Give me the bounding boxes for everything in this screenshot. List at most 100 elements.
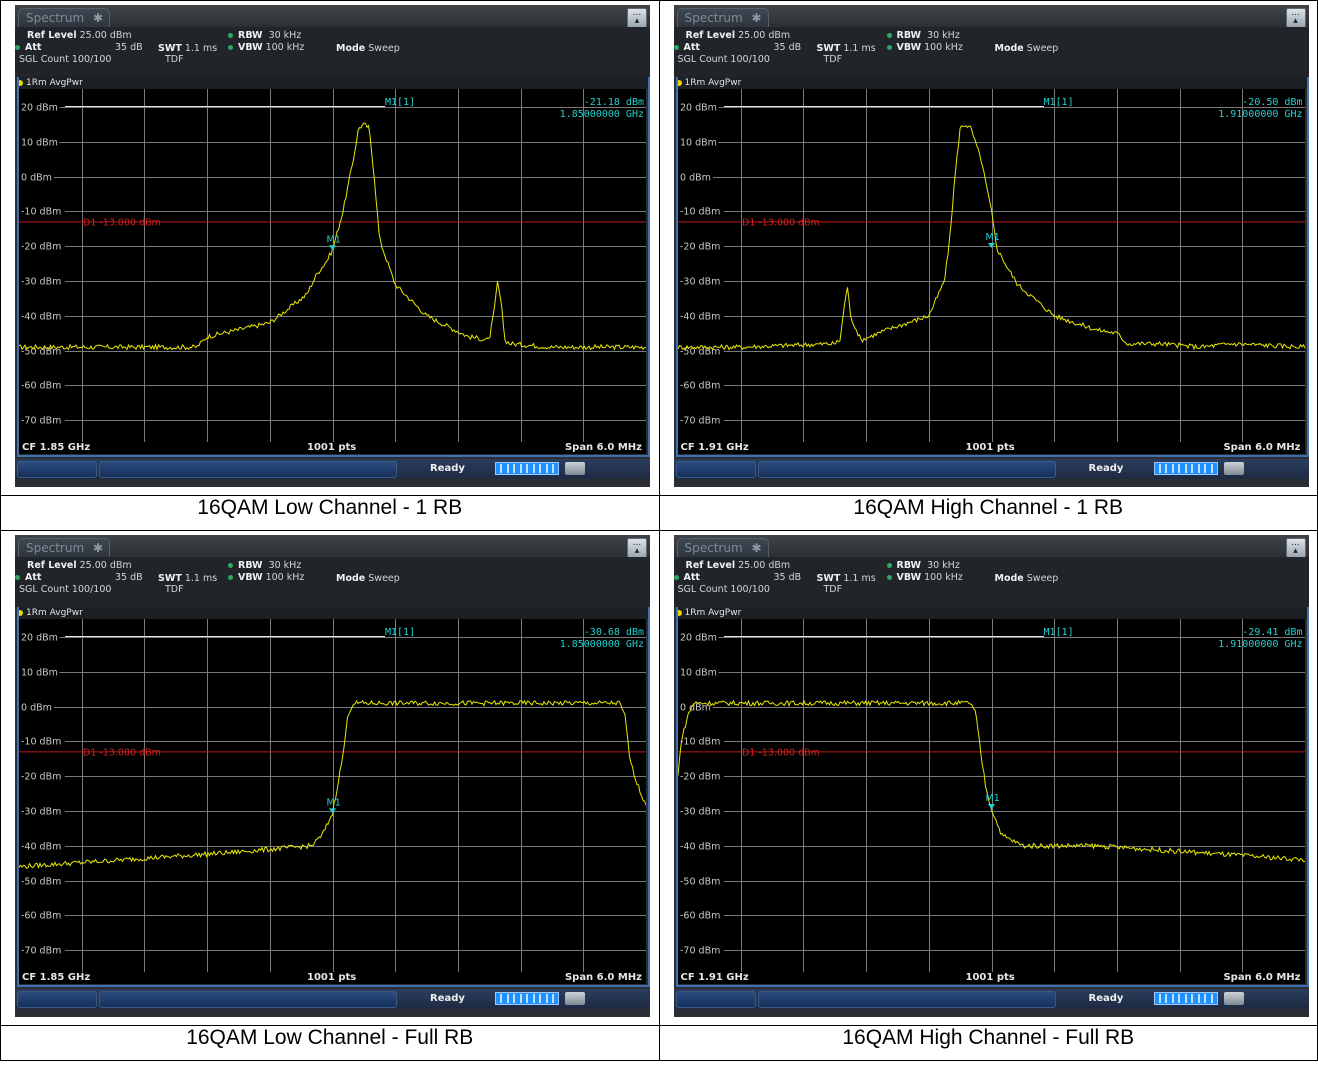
- sgl-count: SGL Count 100/100: [19, 54, 112, 65]
- status-dot-icon: [228, 45, 233, 50]
- att: Att: [673, 42, 700, 53]
- y-tick-label: -70 dBm: [21, 946, 61, 957]
- sweep-points: 1001 pts: [965, 972, 1015, 983]
- spectrum-plot[interactable]: 20 dBm 10 dBm 0 dBm -10 dBm -20 dBm -30 dBm -4…: [19, 89, 646, 442]
- swt: SWT 1.1 ms: [158, 43, 218, 54]
- status-segment: [17, 461, 97, 478]
- tdf-label: TDF: [823, 584, 843, 595]
- rbw: RBW 30 kHz: [886, 560, 960, 571]
- settings-header: Ref Level 25.00 dBm Att 35 dB SGL Count …: [673, 27, 1309, 77]
- tab-bar: Spectrum ✱ ... ▴: [673, 5, 1309, 28]
- rbw: RBW 30 kHz: [886, 30, 960, 41]
- menu-button[interactable]: ... ▴: [1285, 8, 1306, 28]
- att: Att: [15, 42, 41, 53]
- caption-1: 16QAM High Channel - 1 RB: [658, 495, 1318, 531]
- center-frequency: CF 1.85 GHz: [22, 972, 91, 983]
- status-segment: [675, 991, 756, 1008]
- trace-dot-icon: [17, 609, 23, 616]
- marker-level: -29.41 dBm: [1242, 627, 1303, 638]
- y-tick-label: 20 dBm: [680, 103, 717, 114]
- marker-level: -20.50 dBm: [1242, 97, 1303, 108]
- tab-bar: Spectrum ✱ ... ▴: [15, 535, 650, 558]
- mode: Mode Sweep: [994, 43, 1059, 54]
- marker-name: M1[1]: [1043, 97, 1074, 108]
- limit-line-label: D1 -13.000 dBm: [742, 747, 820, 758]
- measurement-progress: [495, 462, 559, 475]
- spectrum-analyzer-window: Spectrum ✱ ... ▴ Ref Level 25.00 dBm Att 3…: [15, 5, 650, 487]
- marker-frequency: 1.91000000 GHz: [1218, 109, 1303, 120]
- swt: SWT 1.1 ms: [816, 43, 876, 54]
- tdf-label: TDF: [165, 584, 184, 595]
- instrument-display-icon[interactable]: [1223, 462, 1244, 475]
- marker-name: M1[1]: [1043, 627, 1074, 638]
- tab-label: Spectrum: [26, 541, 85, 555]
- trace-label: 1Rm AvgPwr: [17, 607, 648, 619]
- mode: Mode Sweep: [336, 43, 400, 54]
- measurement-progress: [1153, 462, 1218, 475]
- limit-line-label: D1 -13.000 dBm: [83, 217, 161, 228]
- marker-frequency: 1.85000000 GHz: [559, 639, 644, 650]
- tab-bar: Spectrum ✱ ... ▴: [15, 5, 650, 28]
- spectrum-svg: 20 dBm 10 dBm 0 dBm -10 dBm -20 dBm -30 dBm -4…: [677, 619, 1305, 972]
- menu-button[interactable]: ... ▴: [1285, 538, 1306, 558]
- y-tick-label: -50 dBm: [21, 877, 61, 888]
- marker-m1-label: M1: [985, 232, 999, 243]
- y-tick-label: -50 dBm: [680, 347, 720, 358]
- center-frequency: CF 1.85 GHz: [22, 442, 91, 453]
- status-message-area: [99, 461, 397, 478]
- instrument-display-icon[interactable]: [1223, 992, 1244, 1005]
- span: Span 6.0 MHz: [564, 972, 642, 983]
- sgl-count: SGL Count 100/100: [19, 584, 112, 595]
- status-bar: Ready: [15, 459, 650, 479]
- instrument-display-icon[interactable]: [565, 992, 585, 1005]
- ref-level: Ref Level 25.00 dBm: [685, 560, 791, 571]
- tab-spectrum[interactable]: Spectrum ✱: [18, 8, 110, 27]
- spectrum-plot[interactable]: 20 dBm 10 dBm 0 dBm -10 dBm -20 dBm -30 dBm -4…: [677, 89, 1305, 442]
- marker-m1-icon: [987, 803, 995, 809]
- status-dot-icon: [886, 33, 892, 38]
- ref-level: Ref Level 25.00 dBm: [27, 560, 132, 571]
- cell-panel-1: Spectrum ✱ ... ▴ Ref Level 25.00 dBm Att 3…: [658, 0, 1318, 496]
- tab-spectrum[interactable]: Spectrum ✱: [18, 538, 110, 557]
- marker-m1-icon: [329, 245, 336, 251]
- y-tick-label: -10 dBm: [680, 207, 720, 218]
- y-tick-label: 10 dBm: [680, 138, 717, 149]
- vbw: VBW 100 kHz: [228, 42, 304, 53]
- diagram-frame: [675, 607, 1309, 987]
- sgl-count: SGL Count 100/100: [677, 54, 770, 65]
- marker-name: M1[1]: [385, 627, 416, 638]
- settings-star-icon: ✱: [751, 11, 762, 25]
- att-value: 35 dB: [115, 42, 143, 53]
- menu-button[interactable]: ... ▴: [627, 538, 647, 558]
- span: Span 6.0 MHz: [1223, 442, 1301, 453]
- spectrum-plot[interactable]: 20 dBm 10 dBm 0 dBm -10 dBm -20 dBm -30 dBm -4…: [677, 619, 1305, 972]
- span: Span 6.0 MHz: [564, 442, 642, 453]
- y-tick-label: -60 dBm: [21, 381, 61, 392]
- status-dot-icon: [886, 45, 892, 50]
- spectrum-plot[interactable]: 20 dBm 10 dBm 0 dBm -10 dBm -20 dBm -30 dBm -4…: [19, 619, 646, 972]
- status-dot-icon: [886, 575, 892, 580]
- tab-label: Spectrum: [684, 541, 743, 555]
- status-dot-icon: [228, 575, 233, 580]
- tab-spectrum[interactable]: Spectrum ✱: [676, 538, 769, 557]
- tab-spectrum[interactable]: Spectrum ✱: [676, 8, 769, 27]
- trace-line: [19, 699, 646, 870]
- y-tick-label: -70 dBm: [21, 416, 61, 427]
- spectrum-analyzer-window: Spectrum ✱ ... ▴ Ref Level 25.00 dBm Att 3…: [673, 535, 1309, 1017]
- cell-panel-0: Spectrum ✱ ... ▴ Ref Level 25.00 dBm Att 3…: [0, 0, 660, 496]
- rbw: RBW 30 kHz: [228, 560, 301, 571]
- instrument-display-icon[interactable]: [565, 462, 585, 475]
- y-tick-label: -50 dBm: [680, 877, 720, 888]
- mode: Mode Sweep: [994, 573, 1059, 584]
- sweep-points: 1001 pts: [965, 442, 1015, 453]
- y-tick-label: -60 dBm: [680, 381, 720, 392]
- y-tick-label: 10 dBm: [680, 668, 717, 679]
- measurement-progress: [1153, 992, 1218, 1005]
- y-tick-label: -20 dBm: [680, 772, 720, 783]
- marker-m1-icon: [987, 242, 995, 248]
- vbw: VBW 100 kHz: [886, 42, 963, 53]
- sweep-points: 1001 pts: [307, 442, 357, 453]
- menu-button[interactable]: ... ▴: [627, 8, 647, 28]
- status-segment: [675, 461, 756, 478]
- settings-star-icon: ✱: [92, 11, 103, 25]
